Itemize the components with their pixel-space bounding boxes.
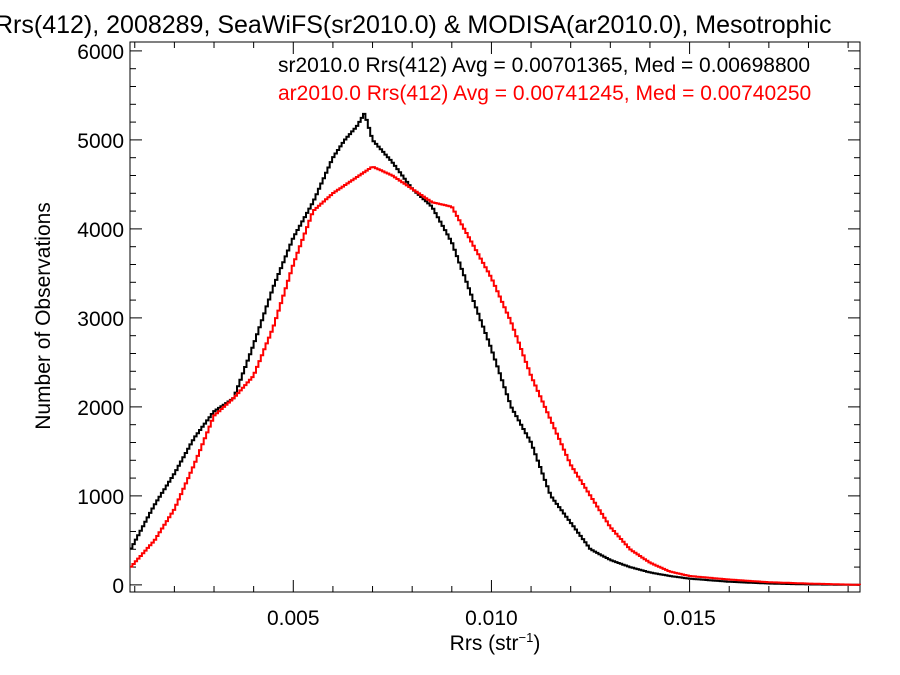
x-tick-label: 0.015: [663, 607, 716, 630]
y-axis-label: Number of Observations: [32, 202, 55, 430]
legend-entry-ar2010: ar2010.0 Rrs(412) Avg = 0.00741245, Med …: [278, 82, 811, 105]
x-axis: 0.005 0.010 0.015: [134, 42, 849, 630]
y-tick-label: 5000: [77, 130, 124, 153]
y-tick-label: 2000: [77, 397, 124, 420]
chart-title: Rrs(412), 2008289, SeaWiFS(sr2010.0) & M…: [0, 11, 831, 39]
y-tick-label: 4000: [77, 219, 124, 242]
series-ar2010-line: [130, 166, 861, 586]
x-tick-label: 0.010: [465, 607, 518, 630]
plot-frame: [129, 41, 861, 593]
legend-entry-sr2010: sr2010.0 Rrs(412) Avg = 0.00701365, Med …: [278, 54, 810, 77]
series-sr2010-line: [130, 112, 860, 586]
y-tick-label: 3000: [77, 308, 124, 331]
y-tick-label: 1000: [77, 486, 124, 509]
y-axis: 0 1000 2000 3000 4000 5000 6000: [77, 41, 860, 598]
y-tick-label: 0: [112, 575, 124, 598]
x-axis-label: Rrs (str−1): [450, 630, 541, 655]
x-axis-label-end: ): [533, 632, 540, 655]
x-axis-label-main: Rrs (str: [450, 632, 519, 655]
x-tick-label: 0.005: [267, 607, 320, 630]
y-tick-label: 6000: [77, 41, 124, 64]
series-layer: [130, 112, 861, 586]
x-axis-label-sup: −1: [519, 630, 534, 645]
